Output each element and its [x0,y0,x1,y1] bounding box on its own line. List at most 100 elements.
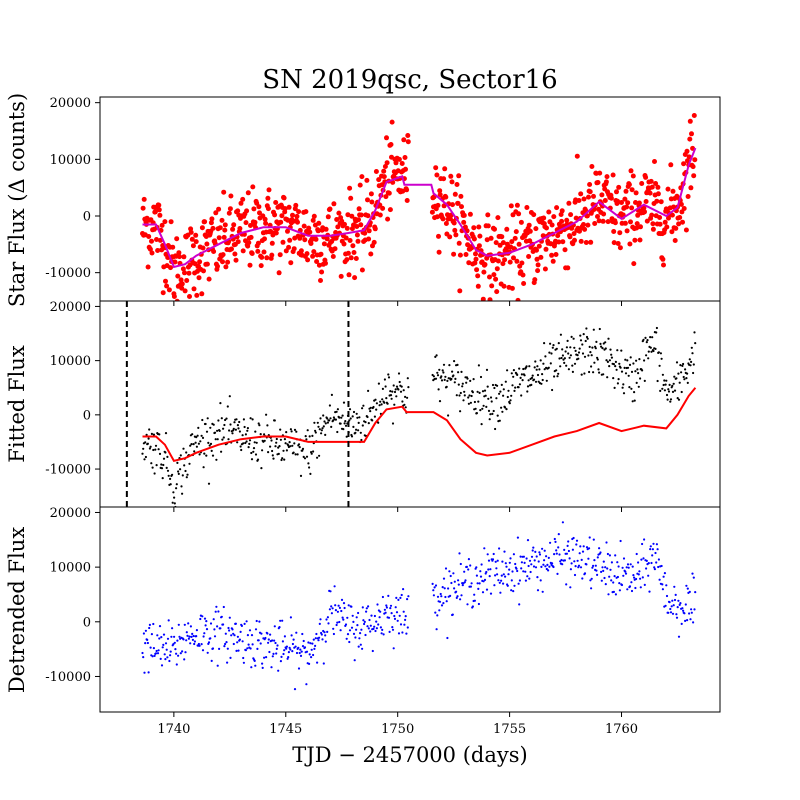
fitted-flux-ylabel: Fitted Flux [5,345,29,463]
detrended-flux-data-point [668,601,671,604]
detrended-flux-data-point [637,573,640,576]
star-flux-data-point [495,258,501,264]
star-flux-data-point [556,239,562,245]
fitted-flux-data-point [176,461,179,464]
star-flux-data-point [193,239,199,245]
detrended-flux-data-point [374,629,377,633]
fitted-flux-data-point [568,356,571,359]
detrended-flux-data-point [533,559,536,562]
star-flux-data-point [188,229,194,235]
fitted-flux-data-point [535,368,538,371]
fitted-flux-data-point [446,379,449,382]
detrended-flux-data-point [459,562,462,566]
star-flux-data-point [204,241,210,247]
fitted-flux-data-point [479,375,483,379]
star-flux-data-point [581,222,586,227]
fitted-flux-data-point [590,365,593,368]
fitted-flux-data-point [190,443,193,446]
detrended-flux-data-point [156,652,160,655]
detrended-flux-data-point [187,622,190,625]
detrended-flux-data-point [267,638,270,641]
fitted-flux-data-point [301,447,305,450]
detrended-flux-data-point [612,581,615,584]
star-flux-data-point [633,190,639,196]
detrended-flux-data-point [655,561,658,564]
fitted-flux-data-point [251,418,254,421]
fitted-flux-data-point [574,349,577,352]
detrended-flux-data-point [261,666,264,670]
fitted-flux-data-point [467,396,470,399]
detrended-flux-data-point [588,547,591,550]
star-flux-data-point [559,218,565,224]
star-flux-data-point [362,230,368,236]
detrended-flux-data-point [449,574,452,578]
detrended-flux-data-point [512,590,515,593]
detrended-flux-data-point [518,579,522,582]
fitted-flux-data-point [322,425,325,428]
detrended-flux-data-point [543,559,546,562]
detrended-flux-data-point [529,570,532,574]
star-flux-data-point [519,260,525,266]
star-flux-data-point [458,193,464,199]
fitted-flux-data-point [253,441,256,444]
detrended-flux-data-point [195,629,198,632]
star-flux-data-point [170,244,176,250]
fitted-flux-data-point [152,448,155,452]
star-flux-data-point [245,190,251,196]
star-flux-data-point [608,195,614,201]
fitted-flux-data-point [459,391,462,395]
fitted-flux-data-point [557,372,560,375]
fitted-flux-data-point [647,357,650,360]
detrended-flux-data-point [439,592,442,596]
fitted-flux-data-point [584,339,587,343]
fitted-flux-data-point [652,349,655,353]
detrended-flux-data-point [146,641,149,645]
star-flux-data-point [262,236,267,242]
fitted-flux-data-point [675,361,679,364]
fitted-flux-data-point [158,452,162,455]
fitted-flux-data-point [185,476,188,479]
fitted-flux-data-point [571,370,575,373]
fitted-flux-data-point [448,364,451,367]
fitted-flux-data-point [306,429,309,432]
fitted-flux-data-point [541,373,544,376]
detrended-flux-data-point [187,637,190,640]
detrended-flux-data-point [147,671,150,674]
detrended-flux-data-point [494,560,497,563]
fitted-flux-data-point [189,444,192,447]
star-flux-data-point [564,217,570,223]
detrended-flux-data-point [249,647,252,650]
detrended-flux-data-point [532,546,535,549]
fitted-flux-data-point [643,379,646,382]
fitted-flux-data-point [390,397,393,400]
star-flux-data-point [502,257,508,263]
star-flux-data-point [624,228,630,234]
fitted-flux-data-point [606,360,610,363]
fitted-flux-data-point [636,368,639,371]
fitted-flux-data-point [332,416,335,419]
fitted-flux-data-point [548,351,551,354]
star-flux-data-point [220,252,226,258]
detrended-flux-data-point [503,550,506,553]
star-flux-data-point [634,225,640,231]
detrended-flux-data-point [540,565,543,569]
star-flux-data-point [509,285,515,291]
fitted-flux-data-point [487,409,491,412]
fitted-flux-data-point [660,357,663,360]
detrended-flux-data-point [485,588,489,591]
fitted-flux-data-point [316,421,319,424]
detrended-flux-data-point [297,667,301,670]
star-flux-data-point [372,226,378,232]
detrended-flux-data-point [545,567,548,571]
detrended-flux-data-point [242,661,245,664]
fitted-flux-data-point [154,448,157,451]
detrended-flux-data-point [483,578,487,582]
fitted-flux-plot-area [125,301,697,507]
star-flux-data-point [574,153,580,159]
fitted-flux-data-point [169,477,172,480]
star-flux-data-point [589,164,595,169]
star-flux-data-point [495,215,501,221]
detrended-flux-data-point [399,596,402,600]
fitted-flux-data-point [357,421,360,424]
detrended-flux-data-point [434,584,438,587]
